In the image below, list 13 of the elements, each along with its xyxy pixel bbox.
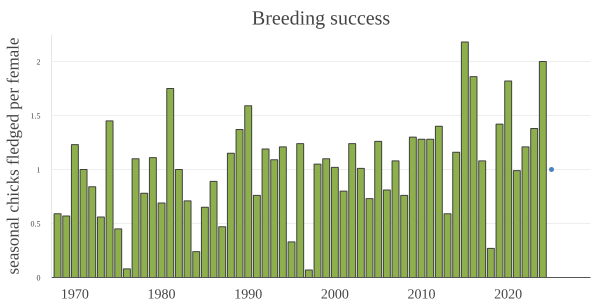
x-tick-label: 1980 [148, 288, 176, 302]
y-tick-label: 1.5 [30, 112, 40, 120]
chart-title: Breeding success [252, 8, 390, 30]
x-tick-label: 1990 [234, 288, 262, 302]
y-tick-label: 0 [36, 274, 40, 282]
y-tick-label: 1 [36, 166, 40, 174]
x-tick-label: 2000 [320, 288, 349, 302]
x-tick-label: 2020 [494, 288, 522, 302]
y-tick-label: 0.5 [30, 220, 40, 228]
y-tick-label: 2 [36, 58, 40, 66]
x-tick-label: 2010 [408, 288, 436, 302]
y-axis-title: seasonal chicks fledged per female [4, 38, 22, 274]
x-tick-label: 1970 [60, 288, 89, 302]
